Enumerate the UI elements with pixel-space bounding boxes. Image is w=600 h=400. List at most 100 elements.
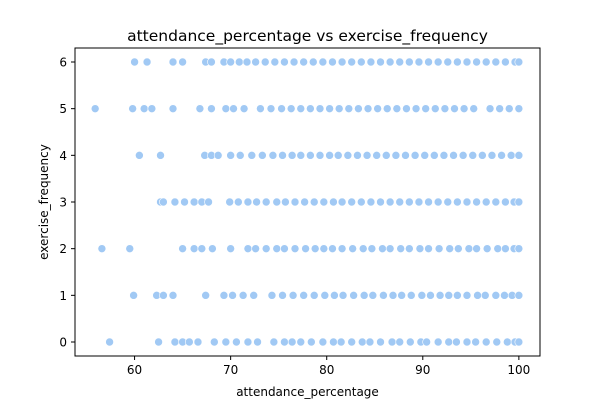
data-point [501, 57, 510, 67]
data-point [266, 104, 276, 113]
data-point [261, 244, 271, 253]
data-point [128, 104, 137, 113]
data-point [329, 337, 338, 347]
data-point [402, 104, 411, 113]
data-point [514, 337, 524, 347]
data-point [385, 197, 395, 207]
data-point [417, 291, 427, 300]
data-point [405, 337, 415, 347]
data-point [478, 151, 487, 160]
y-tick-label: 0 [59, 336, 67, 350]
data-point [135, 151, 144, 160]
data-point [491, 197, 501, 207]
data-point [497, 151, 506, 160]
data-point [226, 244, 235, 253]
data-point [433, 57, 443, 67]
data-point [232, 337, 241, 347]
data-point [251, 57, 260, 67]
data-point [443, 57, 453, 67]
data-point [308, 57, 318, 67]
data-point [170, 337, 180, 347]
data-point [426, 291, 435, 300]
data-point [376, 197, 385, 207]
data-point [444, 337, 454, 347]
data-point [493, 244, 503, 253]
data-point [453, 291, 462, 300]
data-point [347, 197, 356, 207]
y-tick-label: 6 [59, 56, 67, 70]
data-point [405, 197, 414, 207]
data-point [178, 244, 187, 253]
data-point [387, 337, 397, 347]
data-point [492, 337, 502, 347]
y-tick-label: 3 [59, 196, 67, 210]
data-point [178, 57, 187, 67]
y-axis-label: exercise_frequency [37, 144, 51, 260]
data-point [449, 151, 458, 160]
data-point [325, 104, 334, 113]
data-point [318, 57, 328, 67]
data-point [421, 104, 430, 113]
data-point [506, 151, 516, 160]
data-point [458, 151, 468, 160]
data-point [296, 337, 306, 347]
data-point [376, 337, 385, 347]
data-point [472, 57, 481, 67]
data-point [234, 197, 243, 207]
data-point [130, 57, 139, 67]
data-point [462, 197, 472, 207]
data-point [471, 337, 480, 347]
data-point [378, 244, 387, 253]
data-point [366, 57, 376, 67]
data-point [392, 104, 402, 113]
data-point [189, 197, 199, 207]
x-axis-ticks: 60 70 80 90 100 [127, 356, 530, 377]
data-point [395, 57, 405, 67]
data-point [514, 197, 524, 207]
data-point [225, 197, 234, 207]
data-point [156, 151, 165, 160]
data-point [168, 104, 178, 113]
data-point [440, 104, 450, 113]
data-point [333, 151, 343, 160]
data-point [379, 291, 388, 300]
data-point [185, 337, 194, 347]
data-point [238, 291, 248, 300]
data-point [381, 151, 391, 160]
data-point [197, 244, 207, 253]
data-point [328, 57, 337, 67]
data-point [234, 57, 244, 67]
data-point [401, 151, 410, 160]
data-point [210, 337, 219, 347]
data-point [272, 244, 282, 253]
data-point [354, 104, 363, 113]
data-point [310, 244, 320, 253]
data-point [195, 104, 205, 113]
data-point [347, 337, 356, 347]
x-axis-label: attendance_percentage [236, 385, 379, 399]
data-point [391, 151, 401, 160]
data-point [503, 337, 512, 347]
data-point [395, 197, 405, 207]
data-point [468, 151, 478, 160]
y-tick-label: 1 [59, 289, 67, 303]
data-point [366, 197, 376, 207]
data-point [125, 244, 135, 253]
data-point [514, 57, 524, 67]
data-point [372, 151, 381, 160]
data-point [221, 337, 231, 347]
data-point [445, 244, 454, 253]
data-point [480, 291, 490, 300]
data-point [439, 151, 449, 160]
data-point [454, 244, 463, 253]
data-point [434, 244, 444, 253]
data-point [444, 291, 454, 300]
data-point [287, 337, 297, 347]
y-tick-label: 4 [59, 149, 67, 163]
data-point [420, 151, 430, 160]
data-point [207, 104, 216, 113]
data-point [396, 244, 405, 253]
data-point [247, 151, 257, 160]
data-point [491, 57, 501, 67]
